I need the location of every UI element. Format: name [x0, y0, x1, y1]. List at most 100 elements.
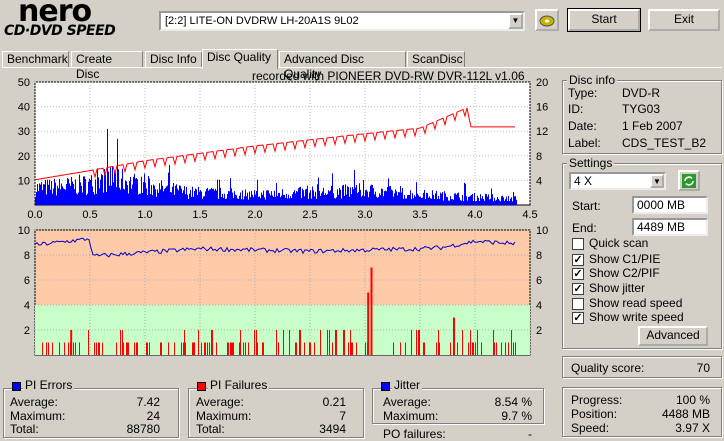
pi-error-bar: [157, 189, 158, 205]
chevron-down-icon[interactable]: ▼: [650, 174, 664, 188]
pi-error-bar: [190, 189, 191, 205]
pif-chart-y-right-tick-label: 2: [536, 325, 542, 337]
pi-error-bar: [55, 182, 56, 205]
pi-error-bar: [390, 186, 391, 205]
pi-error-bar: [300, 186, 301, 205]
pi-error-bar: [81, 185, 82, 205]
quick-scan-checkbox[interactable]: [572, 238, 584, 250]
pi-error-bar: [458, 192, 459, 205]
pi-error-bar: [125, 180, 126, 205]
pi-error-bar: [439, 198, 440, 205]
pi-error-bar: [64, 189, 65, 205]
pi-failure-bar: [336, 330, 337, 355]
pi-error-bar: [40, 184, 41, 205]
pi-failures-maximum: 7: [339, 409, 346, 423]
pie-chart-x-tick-label: 0.0: [27, 209, 42, 221]
show-c1-pie-checkbox[interactable]: ✓: [572, 254, 584, 266]
speed-select[interactable]: 4 X ▼: [569, 172, 666, 190]
pi-failure-bars: [42, 267, 516, 355]
pi-error-bar: [47, 179, 48, 205]
start-button[interactable]: Start: [567, 8, 641, 32]
pi-error-bar: [484, 200, 485, 205]
pi-error-bar: [163, 191, 164, 205]
pi-error-bar: [267, 190, 268, 205]
drive-select-value: [2:2] LITE-ON DVDRW LH-20A1S 9L02: [165, 15, 359, 27]
jitter-average: 8.54 %: [494, 395, 532, 409]
show-c2-pif-checkbox[interactable]: ✓: [572, 268, 584, 280]
pi-failure-peak: [70, 330, 73, 355]
chevron-down-icon[interactable]: ▼: [508, 13, 523, 29]
pi-failure-bar: [283, 330, 284, 355]
refresh-button[interactable]: [678, 170, 700, 191]
pi-error-bar: [222, 193, 223, 205]
pi-failure-bar: [424, 342, 425, 355]
show-read-speed-checkbox[interactable]: [572, 298, 584, 310]
pi-error-bar: [65, 189, 66, 205]
pi-error-bar: [53, 188, 54, 205]
pi-failure-bar: [310, 342, 311, 355]
pi-error-bar: [397, 195, 398, 205]
pi-error-bar: [254, 190, 255, 205]
pi-error-bar: [115, 172, 116, 205]
pi-error-bar: [492, 194, 493, 205]
end-field[interactable]: 4489 MB: [632, 218, 708, 236]
pi-error-bar: [480, 194, 481, 205]
pi-error-bar: [360, 189, 361, 205]
advanced-button[interactable]: Advanced: [638, 326, 708, 346]
pi-error-bar: [513, 191, 514, 205]
drive-select[interactable]: [2:2] LITE-ON DVDRW LH-20A1S 9L02 ▼: [159, 11, 525, 31]
pif-chart-x-tick-label: 0.5: [82, 359, 97, 360]
pi-failure-bar: [511, 330, 512, 355]
disc-info-group: [562, 80, 722, 154]
pi-failure-bar: [493, 330, 494, 355]
pie-chart-x-tick-label: 0.5: [82, 209, 97, 221]
pi-error-bar: [133, 176, 134, 205]
pi-failure-bar: [501, 342, 502, 355]
pi-error-bar: [504, 200, 505, 205]
pi-error-bar: [506, 196, 507, 205]
pi-error-bar: [341, 198, 342, 205]
pi-failure-bar: [120, 330, 121, 355]
tab-advanced-disc-quality[interactable]: Advanced Disc Quality: [279, 51, 406, 81]
pi-error-bar: [483, 199, 484, 205]
exit-button[interactable]: Exit: [648, 9, 720, 31]
pi-error-bar: [298, 188, 299, 205]
pi-failure-bar: [193, 342, 194, 355]
show-jitter-checkbox[interactable]: ✓: [572, 283, 584, 295]
pi-error-bar: [336, 197, 337, 205]
pi-error-bar: [479, 201, 480, 205]
tab-create-disc[interactable]: Create Disc: [71, 51, 143, 81]
pi-error-bar: [406, 198, 407, 205]
pi-failure-bar: [126, 342, 127, 355]
pi-failure-bar: [161, 342, 162, 355]
pi-error-bar: [135, 178, 136, 205]
pi-error-bar: [452, 199, 453, 205]
pi-error-bar: [321, 193, 322, 205]
pi-error-bar: [372, 185, 373, 205]
pi-failure-bar: [102, 342, 103, 355]
pi-error-bar: [486, 194, 487, 205]
start-field[interactable]: 0000 MB: [632, 196, 708, 214]
pi-errors-group: [3, 388, 179, 438]
jitter-maximum-label: Maximum:: [383, 409, 439, 423]
pi-failure-bar: [233, 342, 234, 355]
pi-error-bar: [207, 187, 208, 205]
pi-error-bar: [451, 199, 452, 205]
tab-benchmark[interactable]: Benchmark: [2, 51, 69, 68]
pi-error-bar: [88, 181, 89, 205]
pi-error-bar: [92, 186, 93, 205]
tab-disc-info[interactable]: Disc Info: [145, 51, 202, 68]
pi-error-bar: [421, 197, 422, 205]
pi-error-bar: [272, 195, 273, 205]
pi-error-bar: [127, 185, 128, 205]
pie-chart-y-left-tick-label: 40: [18, 102, 30, 114]
disc-date-value: 1 Feb 2007: [622, 119, 683, 133]
tab-disc-quality[interactable]: Disc Quality: [202, 49, 278, 69]
pi-error-bar: [282, 189, 283, 205]
pi-error-bar: [110, 167, 111, 205]
pi-error-bar: [165, 187, 166, 205]
tab-scandisc[interactable]: ScanDisc: [407, 51, 465, 68]
show-write-speed-checkbox[interactable]: ✓: [572, 312, 584, 324]
eject-button[interactable]: [535, 9, 559, 31]
pi-error-bar: [440, 192, 441, 205]
